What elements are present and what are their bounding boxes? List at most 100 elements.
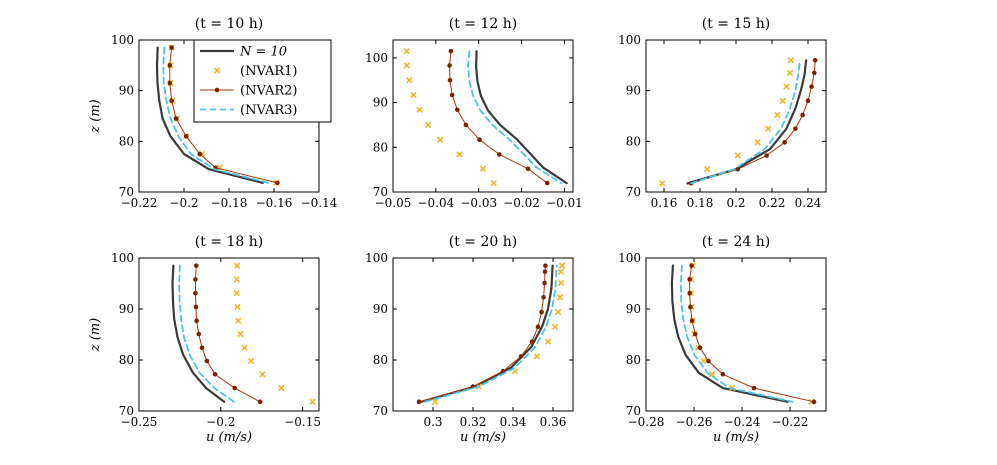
x-tick-label: −0.2 bbox=[169, 196, 198, 210]
x-tick-label: −0.26 bbox=[676, 415, 713, 429]
data-point-nvar1 bbox=[700, 357, 707, 365]
x-tick-label: 0.3 bbox=[423, 415, 442, 429]
data-point-nvar2 bbox=[539, 309, 544, 315]
data-point-nvar2 bbox=[447, 63, 452, 68]
legend-label-n10: N = 10 bbox=[239, 45, 287, 60]
panel-title: (t = 18 h) bbox=[195, 234, 263, 250]
axes-box bbox=[392, 257, 574, 412]
data-point-nvar1 bbox=[765, 125, 772, 132]
data-point-nvar2 bbox=[793, 126, 798, 131]
data-point-nvar2 bbox=[199, 345, 205, 351]
panel-title: (t = 10 h) bbox=[195, 16, 263, 32]
data-point-nvar1 bbox=[431, 398, 439, 405]
data-point-nvar2 bbox=[416, 399, 422, 405]
panel-title: (t = 24 h) bbox=[702, 234, 770, 250]
data-point-nvar2 bbox=[275, 180, 280, 186]
data-point-nvar2 bbox=[463, 122, 469, 128]
data-point-nvar2 bbox=[689, 318, 695, 324]
y-tick-label: 70 bbox=[119, 404, 134, 418]
x-tick-label: −0.2 bbox=[206, 415, 235, 429]
panel-1: −0.22 −0.2 −0.18 −0.16 −0.14 70 80 90 100 (t = 10… bbox=[88, 16, 338, 210]
data-point-nvar1 bbox=[533, 353, 541, 360]
y-tick-label: 70 bbox=[119, 185, 134, 199]
data-point-nvar1 bbox=[556, 294, 564, 301]
series-line-nvar3 bbox=[679, 264, 794, 403]
data-point-nvar2 bbox=[447, 77, 453, 83]
data-point-nvar1 bbox=[259, 371, 266, 378]
series-line-nvar3 bbox=[424, 264, 558, 403]
y-tick-label: 100 bbox=[111, 33, 134, 47]
data-point-nvar2 bbox=[496, 152, 502, 157]
data-point-nvar1 bbox=[786, 69, 794, 77]
x-tick-label: 0.2 bbox=[726, 196, 745, 210]
data-point-nvar2 bbox=[692, 331, 698, 337]
x-tick-label: 0.24 bbox=[795, 196, 822, 210]
legend: N = 10 (NVAR1) (NVAR2) (NVAR3) bbox=[193, 39, 332, 123]
data-point-nvar2 bbox=[167, 80, 173, 86]
x-tick-label: −0.28 bbox=[628, 415, 665, 429]
y-tick-label: 70 bbox=[626, 404, 641, 418]
series-line-n10 bbox=[155, 46, 264, 184]
x-tick-label: 0.32 bbox=[460, 415, 487, 429]
series-line-nvar2 bbox=[690, 59, 816, 184]
series-line-nvar2 bbox=[689, 265, 815, 403]
y-tick-label: 70 bbox=[373, 185, 388, 199]
data-point-nvar1 bbox=[456, 151, 463, 158]
legend-swatch-nvar1 bbox=[213, 67, 221, 74]
data-point-nvar2 bbox=[735, 166, 741, 172]
legend-marker-nvar2 bbox=[214, 87, 220, 93]
data-point-nvar2 bbox=[809, 84, 814, 89]
y-tick-label: 100 bbox=[365, 251, 388, 265]
panel-title: (t = 20 h) bbox=[449, 234, 517, 250]
data-point-nvar2 bbox=[204, 358, 210, 364]
y-tick-label: 90 bbox=[626, 84, 641, 98]
panel-title: (t = 15 h) bbox=[702, 16, 770, 32]
data-point-nvar1 bbox=[544, 338, 552, 345]
data-point-nvar2 bbox=[212, 371, 218, 377]
data-point-nvar2 bbox=[449, 92, 455, 98]
data-point-nvar1 bbox=[779, 97, 786, 104]
x-tick-label: −0.04 bbox=[417, 196, 454, 210]
data-point-nvar2 bbox=[197, 151, 203, 157]
data-point-nvar1 bbox=[659, 180, 666, 187]
data-point-nvar2 bbox=[257, 399, 263, 405]
series-line-n10 bbox=[419, 264, 554, 403]
x-tick-label: −0.22 bbox=[772, 415, 809, 429]
data-point-nvar1 bbox=[406, 77, 413, 84]
series-line-n10 bbox=[171, 264, 226, 403]
data-point-nvar2 bbox=[193, 290, 198, 296]
data-point-nvar1 bbox=[734, 152, 741, 159]
data-point-nvar2 bbox=[454, 107, 460, 113]
series-line-nvar2 bbox=[418, 265, 546, 403]
data-point-nvar2 bbox=[542, 280, 547, 286]
plot-area bbox=[416, 262, 566, 405]
x-tick-label: −0.16 bbox=[256, 196, 293, 210]
data-point-nvar2 bbox=[529, 339, 535, 344]
series-line-nvar3 bbox=[178, 264, 235, 403]
legend-label-nvar3: (NVAR3) bbox=[240, 103, 297, 118]
data-point-nvar2 bbox=[764, 153, 769, 158]
data-point-nvar1 bbox=[774, 111, 781, 119]
data-point-nvar2 bbox=[805, 98, 811, 104]
data-point-nvar2 bbox=[535, 324, 541, 330]
y-tick-label: 80 bbox=[373, 140, 388, 154]
panel-3: 0.16 0.18 0.2 0.22 0.24 70 80 90 100 (t = 15 h) bbox=[618, 16, 827, 210]
data-point-nvar2 bbox=[800, 112, 805, 118]
data-point-nvar1 bbox=[708, 371, 716, 378]
x-axis-label: u (m/s) bbox=[460, 430, 506, 445]
series-line-nvar3 bbox=[467, 50, 562, 184]
legend-label-nvar2: (NVAR2) bbox=[240, 84, 297, 99]
data-point-nvar1 bbox=[309, 398, 316, 405]
data-point-nvar1 bbox=[557, 268, 565, 275]
data-point-nvar2 bbox=[687, 290, 692, 296]
y-tick-label: 80 bbox=[626, 353, 641, 367]
data-point-nvar1 bbox=[403, 62, 410, 69]
plot-area bbox=[670, 262, 817, 405]
data-point-nvar1 bbox=[403, 48, 410, 55]
plot-area bbox=[155, 44, 280, 187]
x-tick-label: 0.36 bbox=[540, 415, 567, 429]
data-point-nvar1 bbox=[787, 57, 795, 64]
y-tick-label: 70 bbox=[626, 185, 641, 199]
plot-area bbox=[659, 57, 818, 187]
data-point-nvar2 bbox=[720, 371, 726, 377]
